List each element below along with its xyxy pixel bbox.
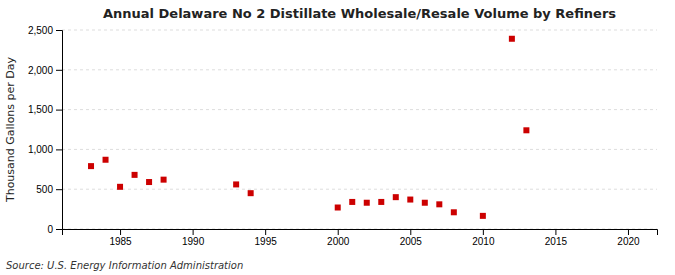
point: [523, 127, 529, 133]
y-axis-line: [56, 31, 63, 230]
point: [407, 197, 413, 203]
grid-line: [62, 149, 657, 150]
point: [248, 190, 254, 196]
y-tick: 0: [47, 224, 62, 235]
x-tick: 1995: [255, 229, 278, 247]
x-tick: 1990: [182, 229, 205, 247]
point: [422, 200, 428, 206]
x-tick-mark: [265, 229, 266, 235]
points: [88, 36, 529, 219]
point: [161, 177, 167, 183]
point: [509, 36, 515, 42]
y-tick-mark: [56, 70, 62, 71]
y-tick-mark: [56, 30, 62, 31]
y-tick-label: 2,500: [28, 25, 53, 36]
point: [146, 179, 152, 185]
x-tick-mark: [628, 229, 629, 235]
plot: 1985 1990 1995 2000 2005 2010 2015 2020 0 500 1,00…: [28, 25, 658, 247]
x-tick-mark: [120, 229, 121, 235]
source: Source: U.S. Energy Information Administ…: [6, 260, 243, 271]
point: [378, 199, 384, 205]
grid-line: [62, 109, 657, 110]
x-tick-mark: [410, 229, 411, 235]
x-tick: 2000: [327, 229, 350, 247]
point: [103, 157, 109, 163]
x-tick-mark: [555, 229, 556, 235]
point: [451, 209, 457, 215]
x-tick-mark: [338, 229, 339, 235]
point: [88, 163, 94, 169]
grid-line: [62, 189, 657, 190]
x-tick-label: 2005: [400, 236, 423, 247]
x-tick-label: 2015: [545, 236, 568, 247]
x-tick: 2005: [400, 229, 423, 247]
y-tick-label: 1,500: [28, 104, 53, 115]
y-tick: 1,000: [28, 144, 62, 155]
x-tick-mark: [483, 229, 484, 235]
x-tick: 2010: [472, 229, 495, 247]
point: [349, 199, 355, 205]
y-tick: 500: [36, 184, 62, 195]
x-tick-label: 1990: [182, 236, 205, 247]
point: [393, 194, 399, 200]
y-axis-title: Thousand Gallons per Day: [4, 56, 17, 203]
point: [233, 181, 239, 187]
y-tick-label: 1,000: [28, 144, 53, 155]
y-tick-label: 0: [47, 224, 53, 235]
y-tick: 2,500: [28, 25, 62, 36]
grid-line: [62, 69, 657, 70]
point: [480, 213, 486, 219]
y-tick-mark: [56, 229, 62, 230]
grid-line: [62, 30, 657, 31]
x-tick: 1985: [109, 229, 132, 247]
grid: [62, 30, 657, 229]
y-axis: 0 500 1,000 1,500 2,000 2,500: [28, 25, 63, 235]
x-tick-label: 2020: [617, 236, 640, 247]
point: [117, 184, 123, 190]
y-tick-label: 2,000: [28, 65, 53, 76]
y-tick: 1,500: [28, 104, 62, 115]
x-tick: 2015: [545, 229, 568, 247]
x-axis: 1985 1990 1995 2000 2005 2010 2015 2020: [63, 229, 658, 247]
x-tick-label: 2000: [327, 236, 350, 247]
x-tick-label: 1985: [109, 236, 132, 247]
x-tick: 2020: [617, 229, 640, 247]
x-tick-label: 1995: [255, 236, 278, 247]
y-tick-mark: [56, 189, 62, 190]
y-tick: 2,000: [28, 65, 62, 76]
point: [335, 205, 341, 211]
x-axis-line: [63, 230, 658, 236]
x-tick-label: 2010: [472, 236, 495, 247]
title: Annual Delaware No 2 Distillate Wholesal…: [103, 6, 616, 21]
x-tick-mark: [193, 229, 194, 235]
point: [436, 201, 442, 207]
y-tick-label: 500: [36, 184, 53, 195]
point: [132, 172, 138, 178]
point: [364, 200, 370, 206]
y-tick-mark: [56, 149, 62, 150]
y-tick-mark: [56, 110, 62, 111]
chart: 1985 1990 1995 2000 2005 2010 2015 2020 0 500 1,00…: [0, 0, 675, 275]
